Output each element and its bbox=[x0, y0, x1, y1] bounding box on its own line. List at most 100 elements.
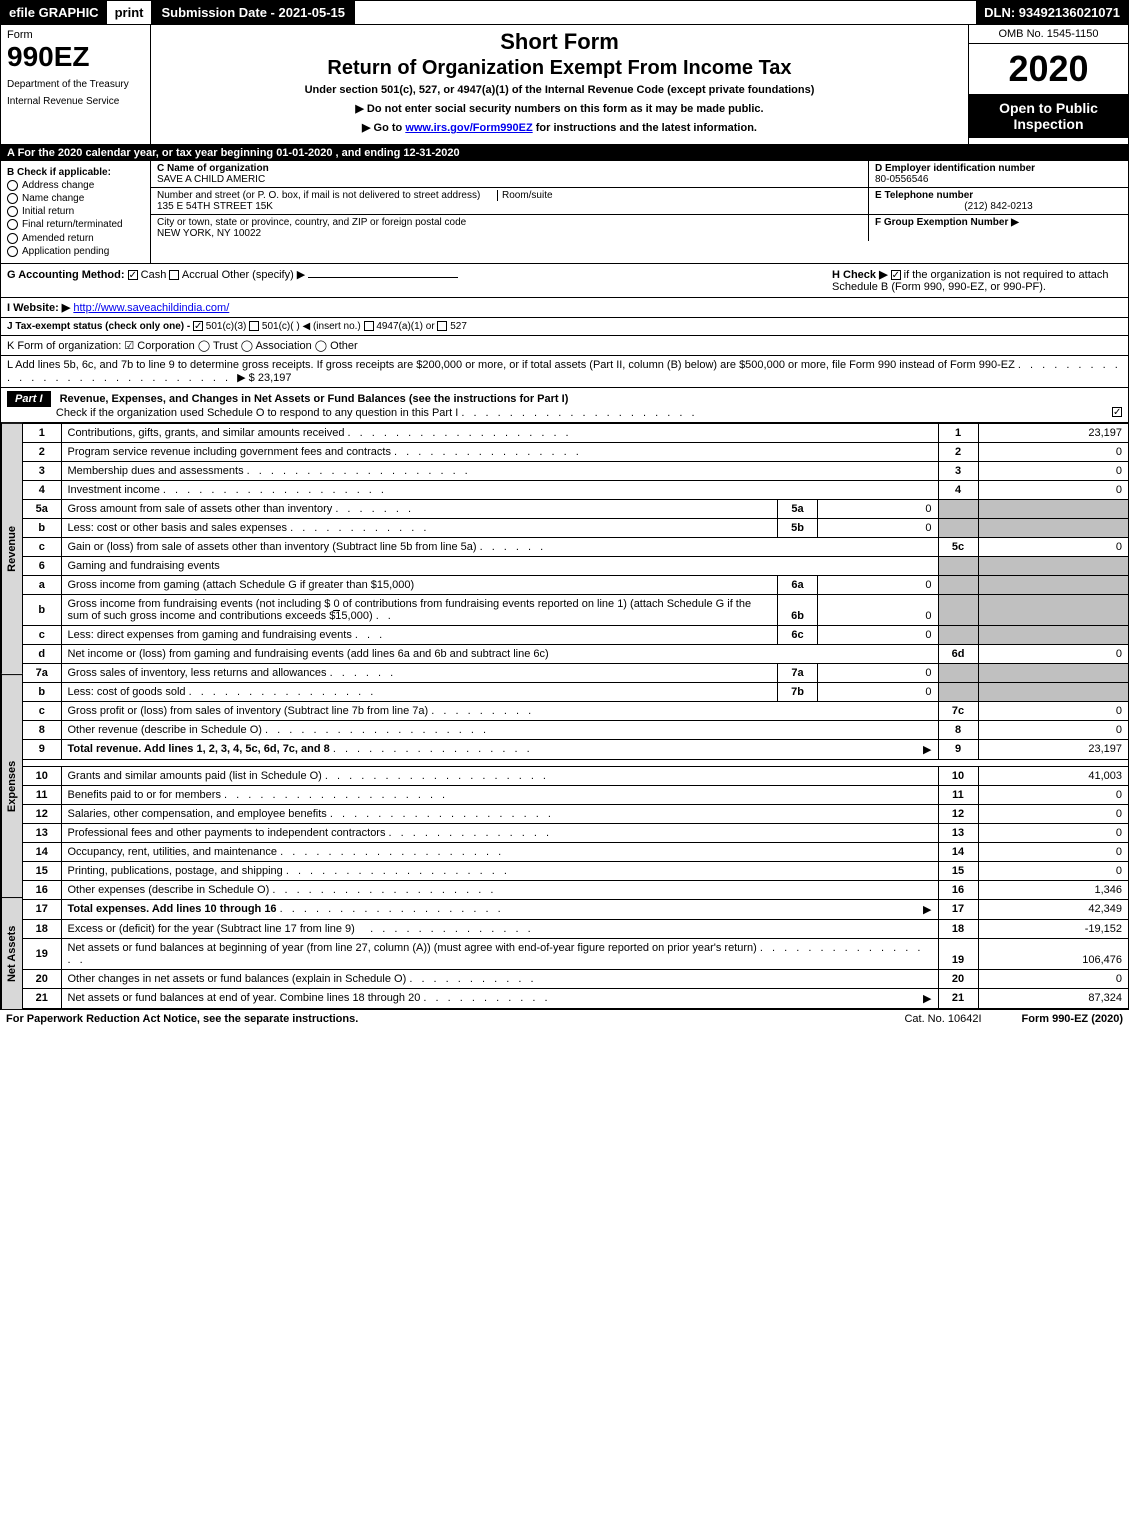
line-9: 9Total revenue. Add lines 1, 2, 3, 4, 5c… bbox=[23, 739, 1128, 759]
l-amount: 23,197 bbox=[258, 372, 292, 384]
section-j: J Tax-exempt status (check only one) - 5… bbox=[1, 318, 1128, 336]
line-5b: bLess: cost or other basis and sales exp… bbox=[23, 518, 1128, 537]
arrow-icon: ▶ bbox=[923, 992, 931, 1005]
line-13: 13Professional fees and other payments t… bbox=[23, 823, 1128, 842]
part1-dots: . . . . . . . . . . . . . . . . . . . . bbox=[461, 407, 697, 419]
form-number: 990EZ bbox=[7, 41, 144, 73]
line-16: 16Other expenses (describe in Schedule O… bbox=[23, 880, 1128, 899]
e-label: E Telephone number bbox=[875, 190, 1122, 201]
chk-amended-return[interactable]: Amended return bbox=[7, 233, 144, 244]
footer-left: For Paperwork Reduction Act Notice, see … bbox=[6, 1013, 864, 1025]
col-cde: C Name of organization SAVE A CHILD AMER… bbox=[151, 161, 1128, 263]
chk-application-pending[interactable]: Application pending bbox=[7, 246, 144, 257]
j-opt2: 501(c)( ) bbox=[262, 321, 300, 332]
ssn-notice: ▶ Do not enter social security numbers o… bbox=[155, 102, 964, 115]
chk-527[interactable] bbox=[437, 321, 447, 331]
b-title: B Check if applicable: bbox=[7, 167, 144, 178]
form-label: Form bbox=[7, 29, 144, 41]
line-2: 2Program service revenue including gover… bbox=[23, 442, 1128, 461]
chk-schedule-o[interactable] bbox=[1112, 407, 1122, 417]
tax-year: 2020 bbox=[969, 44, 1128, 94]
l-text: L Add lines 5b, 6c, and 7b to line 9 to … bbox=[7, 359, 1015, 371]
instructions-notice: ▶ Go to www.irs.gov/Form990EZ for instru… bbox=[155, 121, 964, 134]
arrow-icon: ▶ bbox=[923, 743, 931, 756]
irs-link[interactable]: www.irs.gov/Form990EZ bbox=[405, 122, 532, 134]
section-l: L Add lines 5b, 6c, and 7b to line 9 to … bbox=[1, 356, 1128, 388]
dln-label: DLN: 93492136021071 bbox=[976, 1, 1128, 24]
lines-main: 1Contributions, gifts, grants, and simil… bbox=[23, 423, 1128, 1009]
line-7c: cGross profit or (loss) from sales of in… bbox=[23, 701, 1128, 720]
h-pre: H Check ▶ bbox=[832, 269, 891, 281]
room-label: Room/suite bbox=[497, 190, 553, 201]
line-14: 14Occupancy, rent, utilities, and mainte… bbox=[23, 842, 1128, 861]
chk-501c[interactable] bbox=[249, 321, 259, 331]
c-label: C Name of organization bbox=[157, 163, 862, 174]
chk-accrual[interactable] bbox=[169, 270, 179, 280]
l-amt-label: ▶ $ bbox=[237, 372, 255, 384]
vertical-labels: Revenue Expenses Net Assets bbox=[1, 423, 23, 1009]
line-12: 12Salaries, other compensation, and empl… bbox=[23, 804, 1128, 823]
line-11: 11Benefits paid to or for members . . . … bbox=[23, 785, 1128, 804]
print-button[interactable]: print bbox=[107, 1, 152, 24]
line-21: 21Net assets or fund balances at end of … bbox=[23, 988, 1128, 1008]
section-k: K Form of organization: ☑ Corporation ◯ … bbox=[1, 336, 1128, 356]
chk-initial-return[interactable]: Initial return bbox=[7, 206, 144, 217]
form-container: efile GRAPHIC print Submission Date - 20… bbox=[0, 0, 1129, 1010]
footer-right: Form 990-EZ (2020) bbox=[1022, 1013, 1123, 1025]
addr-label: Number and street (or P. O. box, if mail… bbox=[157, 190, 480, 201]
chk-address-change[interactable]: Address change bbox=[7, 180, 144, 191]
line-19: 19Net assets or fund balances at beginni… bbox=[23, 938, 1128, 969]
chk-name-change[interactable]: Name change bbox=[7, 193, 144, 204]
footer: For Paperwork Reduction Act Notice, see … bbox=[0, 1010, 1129, 1028]
line-10: 10Grants and similar amounts paid (list … bbox=[23, 766, 1128, 785]
row-a-taxyear: A For the 2020 calendar year, or tax yea… bbox=[1, 145, 1128, 161]
j-insert: ◀ (insert no.) bbox=[302, 321, 360, 332]
line-6b: bGross income from fundraising events (n… bbox=[23, 594, 1128, 625]
j-opt1: 501(c)(3) bbox=[206, 321, 247, 332]
row-c-name: C Name of organization SAVE A CHILD AMER… bbox=[151, 161, 1128, 188]
g-label: G Accounting Method: bbox=[7, 269, 125, 281]
chk-501c3[interactable] bbox=[193, 321, 203, 331]
arrow-icon: ▶ bbox=[923, 903, 931, 916]
header-right: OMB No. 1545-1150 2020 Open to Public In… bbox=[968, 25, 1128, 144]
short-form-title: Short Form bbox=[155, 29, 964, 55]
j-opt4: 527 bbox=[450, 321, 467, 332]
d-label: D Employer identification number bbox=[875, 163, 1122, 174]
addr-value: 135 E 54TH STREET 15K bbox=[157, 201, 862, 212]
website-link[interactable]: http://www.saveachildindia.com/ bbox=[73, 302, 229, 314]
ein-value: 80-0556546 bbox=[875, 174, 1122, 185]
section-bcdef: B Check if applicable: Address change Na… bbox=[1, 161, 1128, 264]
chk-4947[interactable] bbox=[364, 321, 374, 331]
j-label: J Tax-exempt status (check only one) - bbox=[7, 321, 193, 332]
line-7a: 7aGross sales of inventory, less returns… bbox=[23, 663, 1128, 682]
j-opt3: 4947(a)(1) or bbox=[376, 321, 434, 332]
header-center: Short Form Return of Organization Exempt… bbox=[151, 25, 968, 144]
submission-date: Submission Date - 2021-05-15 bbox=[151, 1, 355, 24]
other-label: Other (specify) ▶ bbox=[222, 269, 306, 281]
line-5a: 5aGross amount from sale of assets other… bbox=[23, 499, 1128, 518]
section-i: I Website: ▶ http://www.saveachildindia.… bbox=[1, 298, 1128, 318]
other-specify-line[interactable] bbox=[308, 277, 458, 278]
vlabel-expenses: Expenses bbox=[1, 674, 23, 897]
col-b: B Check if applicable: Address change Na… bbox=[1, 161, 151, 263]
chk-cash[interactable] bbox=[128, 270, 138, 280]
header-left: Form 990EZ Department of the Treasury In… bbox=[1, 25, 151, 144]
public-inspection: Open to Public Inspection bbox=[969, 94, 1128, 138]
line-20: 20Other changes in net assets or fund ba… bbox=[23, 969, 1128, 988]
header: Form 990EZ Department of the Treasury In… bbox=[1, 25, 1128, 145]
dept-treasury: Department of the Treasury bbox=[7, 79, 144, 90]
efile-label: efile GRAPHIC bbox=[1, 1, 107, 24]
part1-check-text: Check if the organization used Schedule … bbox=[56, 407, 458, 419]
form-subtitle: Under section 501(c), 527, or 4947(a)(1)… bbox=[155, 84, 964, 96]
chk-final-return[interactable]: Final return/terminated bbox=[7, 219, 144, 230]
city-value: NEW YORK, NY 10022 bbox=[157, 228, 862, 239]
vlabel-netassets: Net Assets bbox=[1, 897, 23, 1009]
vlabel-revenue: Revenue bbox=[1, 423, 23, 674]
f-label: F Group Exemption Number ▶ bbox=[875, 217, 1122, 228]
line-6: 6Gaming and fundraising events bbox=[23, 556, 1128, 575]
chk-schedule-b[interactable] bbox=[891, 270, 901, 280]
notice2-pre: ▶ Go to bbox=[362, 122, 405, 134]
topbar: efile GRAPHIC print Submission Date - 20… bbox=[1, 1, 1128, 25]
cash-label: Cash bbox=[141, 269, 167, 281]
lines-body: Revenue Expenses Net Assets 1Contributio… bbox=[1, 423, 1128, 1009]
